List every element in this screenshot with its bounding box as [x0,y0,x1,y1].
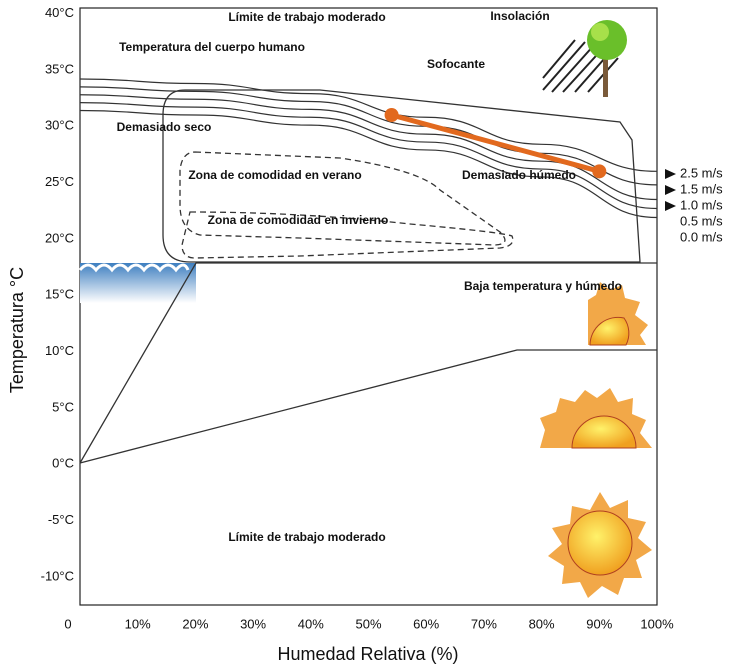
y-axis-title: Temperatura °C [7,267,27,393]
plot-frame [79,7,658,606]
annotation: Límite de trabajo moderado [228,10,385,24]
y-tick-label: 10°C [45,343,74,358]
x-tick-label: 30% [240,616,266,631]
arrow [665,169,676,179]
point [384,108,399,123]
x-tick-label: 50% [355,616,381,631]
x-tick-label: 60% [413,616,439,631]
annotation: Insolación [490,9,549,23]
annotation: Demasiado seco [117,120,212,134]
legend-label: 0.5 m/s [680,213,723,228]
y-tick-label: -5°C [48,512,74,527]
x-axis-title: Humedad Relativa (%) [277,644,458,664]
boundary-line [79,349,657,464]
x-tick-label: 70% [471,616,497,631]
annotation: Temperatura del cuerpo humano [119,40,305,54]
x-tick-label: 40% [298,616,324,631]
legend-label: 1.0 m/s [680,197,723,212]
y-tick-label: 5°C [52,399,74,414]
series-line [79,86,658,186]
series-line [390,112,600,174]
annotation: Zona de comodidad en verano [188,168,361,182]
annotation: Límite de trabajo moderado [228,530,385,544]
summer-zone [179,151,506,246]
boundary-line [79,262,657,464]
y-tick-label: 25°C [45,174,74,189]
annotation: Zona de comodidad en invierno [208,213,389,227]
comfort-boundary [162,89,641,263]
legend-label: 2.5 m/s [680,165,723,180]
x-tick-label: 20% [182,616,208,631]
y-tick-label: 40°C [45,5,74,20]
x-tick-label: 80% [529,616,555,631]
series-line [79,102,658,210]
legend-label: 0.0 m/s [680,229,723,244]
annotation: Sofocante [427,57,485,71]
annotation: Baja temperatura y húmedo [464,279,622,293]
sun-icons [540,282,652,598]
y-tick-label: -10°C [41,568,74,583]
x-tick-label: 90% [586,616,612,631]
arrow [665,185,676,195]
y-tick-label: 0°C [52,456,74,471]
arrow [665,201,676,211]
tree-trunk [603,55,608,97]
y-tick-label: 30°C [45,118,74,133]
x-tick-label: 10% [125,616,151,631]
y-tick-label: 15°C [45,287,74,302]
tree-highlight [591,23,609,41]
legend-label: 1.5 m/s [680,181,723,196]
y-tick-label: 35°C [45,61,74,76]
tree-crown [587,20,627,60]
annotation: Demasiado húmedo [462,168,576,182]
series-line [79,109,658,219]
waves [78,263,190,273]
series-line [79,78,658,172]
y-tick-label: 20°C [45,230,74,245]
point [592,164,607,179]
x-tick-label: 0 [64,616,71,631]
x-tick-label: 100% [640,616,674,631]
winter-zone [181,211,514,259]
